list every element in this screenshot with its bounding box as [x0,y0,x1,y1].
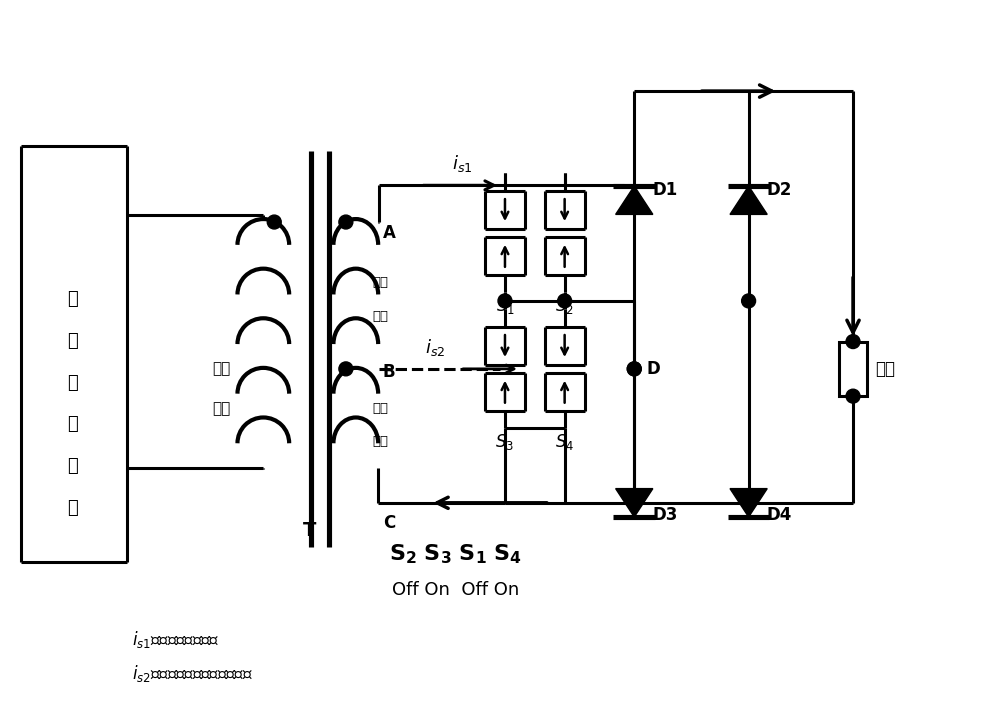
Text: 高: 高 [67,291,78,308]
Text: $\mathbf{S_2\ S_3\ S_1\ S_4}$: $\mathbf{S_2\ S_3\ S_1\ S_4}$ [389,543,522,566]
Circle shape [742,294,756,308]
Text: 路: 路 [67,498,78,517]
Text: D2: D2 [767,182,792,199]
Circle shape [627,496,641,510]
Text: $i_{s1}$代表当前电流通路: $i_{s1}$代表当前电流通路 [132,629,220,650]
Polygon shape [730,489,767,517]
Text: D3: D3 [652,505,678,524]
Circle shape [267,215,281,229]
Text: A: A [383,224,396,242]
Circle shape [498,294,512,308]
Text: 逆: 逆 [67,374,78,391]
Text: $S_4$: $S_4$ [555,432,574,452]
Text: D: D [646,360,660,378]
Circle shape [558,294,572,308]
Text: 第一: 第一 [373,276,389,289]
Text: 变: 变 [67,415,78,434]
Circle shape [627,362,641,376]
Circle shape [846,334,860,348]
Circle shape [339,362,353,376]
Text: B: B [383,363,395,381]
Circle shape [339,215,353,229]
Text: $S_3$: $S_3$ [495,432,514,452]
Text: 原边: 原边 [212,361,231,377]
Text: 频: 频 [67,332,78,350]
Text: Off On  Off On: Off On Off On [392,581,519,599]
Circle shape [742,496,756,510]
Circle shape [627,362,641,376]
Text: D1: D1 [652,182,677,199]
Polygon shape [616,186,653,215]
Text: $S_2$: $S_2$ [555,296,574,316]
Text: D4: D4 [767,505,792,524]
Bar [839,341,867,396]
Text: 电: 电 [67,457,78,475]
Text: $i_{s2}$: $i_{s2}$ [425,337,446,358]
Text: T: T [302,521,316,540]
Text: 第二: 第二 [373,402,389,415]
Polygon shape [730,186,767,215]
Text: 绕组: 绕组 [373,435,389,448]
Text: 负载: 负载 [875,360,895,378]
Text: $i_{s2}$代表切换到低压后电流通路: $i_{s2}$代表切换到低压后电流通路 [132,663,253,684]
Text: $S_1$: $S_1$ [496,296,514,316]
Text: 绕组: 绕组 [212,401,231,416]
Text: 绕组: 绕组 [373,310,389,323]
Circle shape [846,389,860,403]
Text: C: C [383,514,395,532]
Circle shape [742,496,756,510]
Polygon shape [616,489,653,517]
Text: $i_{s1}$: $i_{s1}$ [452,153,472,174]
